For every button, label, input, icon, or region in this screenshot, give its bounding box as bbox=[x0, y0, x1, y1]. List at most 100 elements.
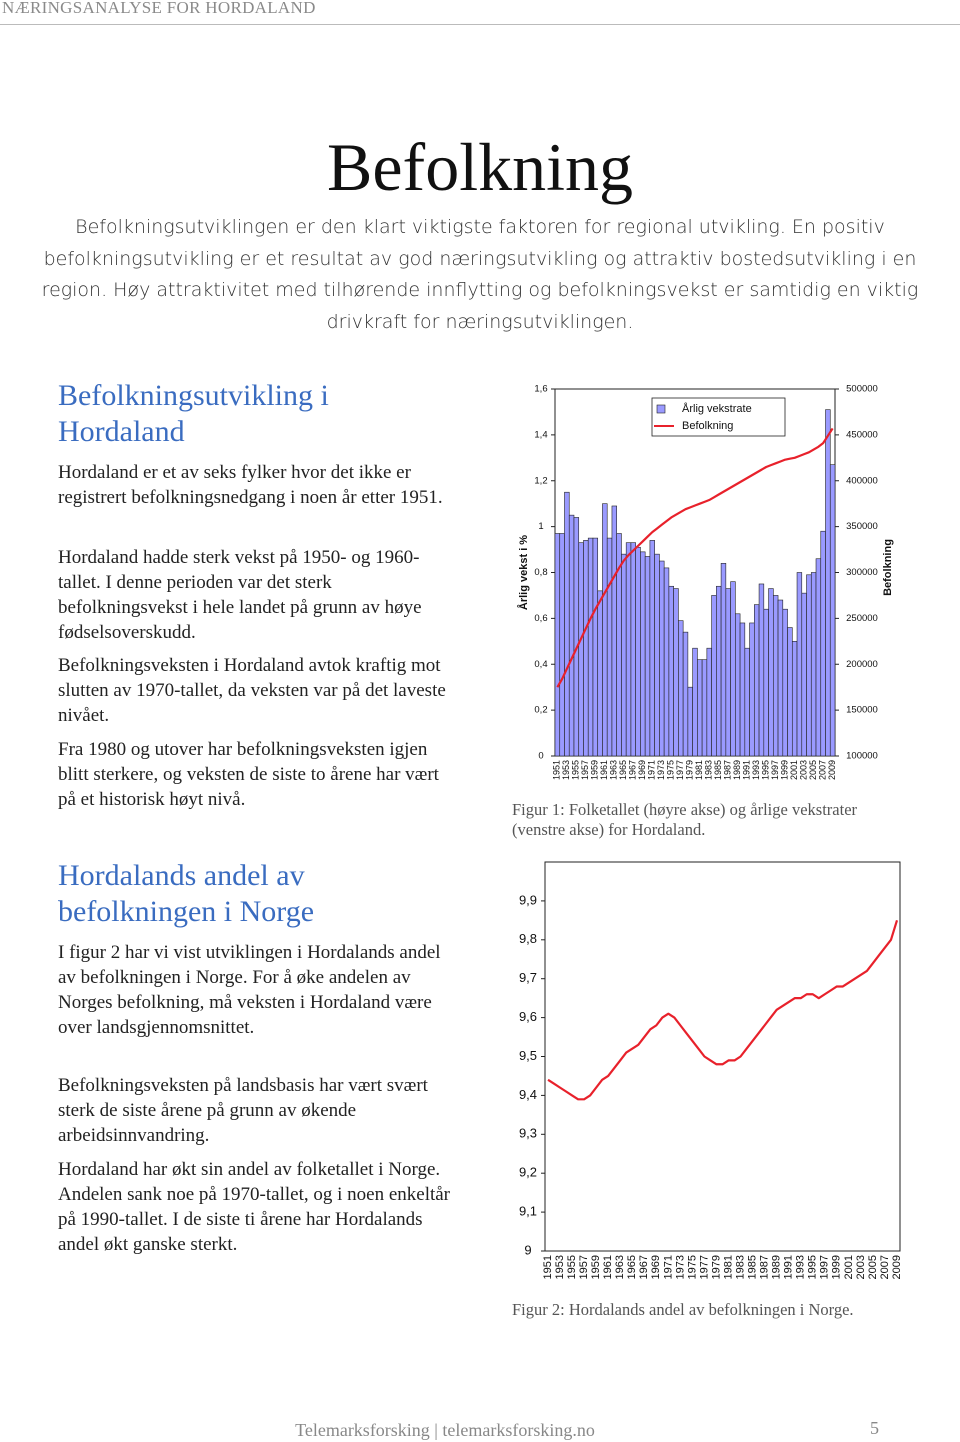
bar bbox=[749, 622, 755, 757]
x-tick-label: 1975 bbox=[666, 760, 676, 780]
bar bbox=[678, 620, 684, 757]
x-tick-label: 1991 bbox=[742, 760, 752, 780]
x-tick-label: 1997 bbox=[770, 760, 780, 780]
x-tick-label: 1969 bbox=[637, 760, 647, 780]
y2-tick-label: 350000 bbox=[846, 521, 878, 532]
bar bbox=[763, 608, 769, 757]
x-tick-label: 1959 bbox=[590, 760, 600, 780]
bar bbox=[692, 647, 698, 757]
y-tick-label: 9,2 bbox=[519, 1165, 537, 1180]
paragraph: Hordaland hadde sterk vekst på 1950- og … bbox=[58, 547, 422, 643]
bar bbox=[768, 588, 774, 757]
x-tick-label: 1993 bbox=[795, 1255, 807, 1279]
x-tick-label: 1971 bbox=[662, 1255, 674, 1279]
section-heading: Hordalands andel av befolkningen i Norge bbox=[58, 859, 315, 928]
y-tick-label: 1,2 bbox=[534, 475, 547, 486]
x-tick-label: 2003 bbox=[799, 760, 809, 780]
bar bbox=[777, 599, 784, 757]
x-tick-label: 1963 bbox=[614, 1255, 626, 1279]
bar bbox=[787, 627, 793, 757]
footer: Telemarksforsking | telemarksforsking.no bbox=[295, 1420, 595, 1440]
x-tick-label: 1999 bbox=[831, 1255, 843, 1279]
bar bbox=[782, 608, 788, 757]
y2-tick-label: 100000 bbox=[846, 751, 878, 762]
x-tick-label: 1987 bbox=[759, 1255, 771, 1279]
x-tick-label: 1965 bbox=[626, 1255, 638, 1279]
y-axis-title: Årlig vekst i % bbox=[517, 535, 530, 610]
y2-tick-label: 150000 bbox=[846, 705, 878, 716]
y2-tick-label: 400000 bbox=[846, 475, 878, 486]
bar bbox=[583, 540, 589, 757]
x-tick-label: 1979 bbox=[710, 1255, 722, 1279]
x-tick-label: 1995 bbox=[807, 1255, 819, 1279]
bar bbox=[654, 553, 660, 757]
bar bbox=[644, 556, 651, 757]
bar bbox=[568, 514, 575, 757]
bar bbox=[796, 572, 803, 757]
bar bbox=[744, 647, 750, 757]
y-tick-label: 0,2 bbox=[534, 705, 547, 716]
y-tick-label: 1 bbox=[538, 521, 543, 532]
legend-label: Befolkning bbox=[682, 420, 733, 432]
x-tick-label: 1965 bbox=[618, 760, 628, 780]
bar bbox=[754, 604, 760, 757]
bar bbox=[559, 533, 565, 757]
bar bbox=[663, 567, 670, 757]
y-tick-label: 0 bbox=[538, 751, 543, 762]
x-tick-label: 1973 bbox=[674, 1255, 686, 1279]
y-tick-label: 9,4 bbox=[519, 1087, 537, 1102]
line bbox=[547, 920, 899, 1101]
bar bbox=[602, 503, 608, 757]
bar bbox=[716, 585, 722, 757]
y-tick-label: 0,4 bbox=[534, 659, 547, 670]
x-tick-label: 1993 bbox=[751, 760, 761, 780]
bar bbox=[649, 540, 655, 757]
y-tick-label: 9,8 bbox=[519, 931, 537, 946]
bar bbox=[701, 659, 708, 757]
x-tick-label: 1967 bbox=[638, 1255, 650, 1279]
y-tick-label: 9,7 bbox=[519, 970, 537, 985]
bar bbox=[625, 542, 632, 757]
x-tick-label: 1979 bbox=[685, 760, 695, 780]
y-tick-label: 0,6 bbox=[534, 613, 547, 624]
x-tick-label: 1985 bbox=[713, 760, 723, 780]
y2-tick-label: 250000 bbox=[846, 613, 878, 624]
x-tick-label: 2001 bbox=[843, 1255, 855, 1279]
paragraph: Fra 1980 og utover har befolkningsvekste… bbox=[58, 739, 439, 810]
bar bbox=[630, 542, 636, 757]
x-tick-label: 1999 bbox=[780, 760, 790, 780]
bar bbox=[687, 686, 693, 757]
x-tick-label: 1955 bbox=[566, 1255, 578, 1279]
y2-tick-label: 200000 bbox=[846, 659, 878, 670]
x-tick-label: 1953 bbox=[554, 1255, 566, 1279]
y-tick-label: 9,3 bbox=[519, 1126, 537, 1141]
bar bbox=[825, 409, 831, 757]
figure-caption: Figur 2: Hordalands andel av befolkninge… bbox=[512, 1300, 854, 1319]
x-tick-label: 1977 bbox=[698, 1255, 710, 1279]
x-tick-label: 1983 bbox=[734, 1255, 746, 1279]
bar bbox=[673, 588, 679, 757]
x-tick-label: 1963 bbox=[609, 760, 619, 780]
x-tick-label: 1951 bbox=[552, 760, 562, 780]
x-tick-label: 1957 bbox=[580, 760, 590, 780]
bar bbox=[578, 542, 584, 757]
bar bbox=[730, 581, 736, 757]
bar bbox=[706, 647, 712, 757]
x-tick-label: 2005 bbox=[867, 1255, 879, 1279]
x-tick-label: 1955 bbox=[571, 760, 581, 780]
bar bbox=[587, 537, 594, 757]
bar bbox=[597, 590, 603, 757]
section-heading: Befolkningsutvikling i Hordaland bbox=[58, 379, 329, 448]
x-tick-label: 1989 bbox=[732, 760, 742, 780]
bar bbox=[735, 613, 741, 757]
bar bbox=[592, 537, 599, 757]
bar bbox=[758, 583, 765, 757]
bar bbox=[720, 563, 727, 757]
bar bbox=[815, 558, 822, 757]
y2-tick-label: 500000 bbox=[846, 384, 878, 395]
figure-caption: Figur 1: Folketallet (høyre akse) og årl… bbox=[512, 800, 858, 839]
bar bbox=[554, 533, 561, 757]
x-tick-label: 2009 bbox=[827, 760, 837, 780]
x-tick-label: 1997 bbox=[819, 1255, 831, 1279]
